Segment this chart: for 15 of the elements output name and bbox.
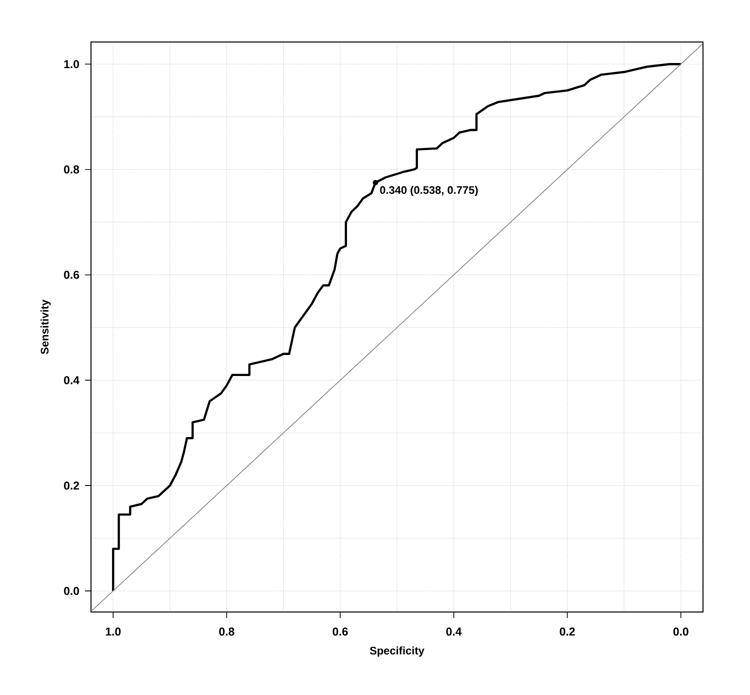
annotation: 0.340 (0.538, 0.775) — [380, 186, 478, 196]
x-tick-label: 0.6 — [332, 628, 348, 636]
y-tick-label: 0.0 — [64, 586, 80, 595]
y-tick-label: 0.8 — [64, 165, 80, 174]
y-tick-label: 0.2 — [64, 482, 80, 490]
x-tick-label: 0.2 — [560, 628, 575, 636]
x-tick-label: 0.4 — [446, 628, 462, 636]
x-tick-label: 0.0 — [673, 628, 688, 636]
y-tick-label: 1.0 — [64, 60, 80, 68]
x-tick-label: 0.8 — [219, 628, 234, 636]
y-tick-label: 0.4 — [64, 376, 80, 384]
x-tick-label: 1.0 — [106, 628, 121, 636]
y-tick-label: 0.6 — [64, 270, 80, 279]
y-axis-title: Sensitivity — [40, 300, 51, 354]
x-axis-title: Specificity — [370, 646, 424, 657]
